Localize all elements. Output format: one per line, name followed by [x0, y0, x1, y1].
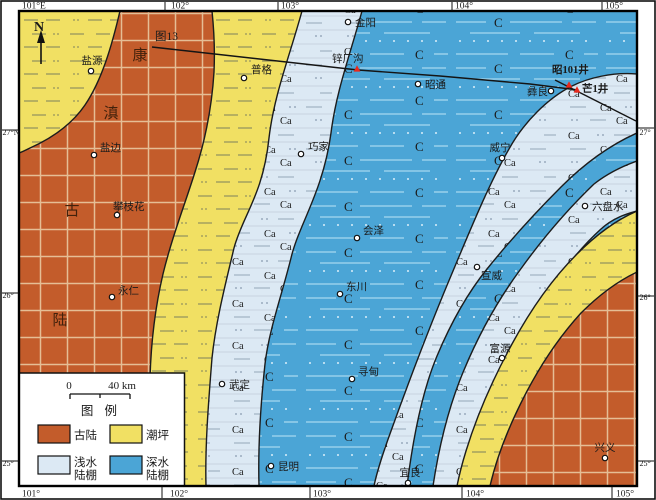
well-marker — [573, 86, 581, 93]
locality-label: 锌厂沟 — [332, 52, 364, 65]
city-marker — [353, 234, 361, 242]
city-label: 巧家 — [308, 140, 329, 153]
legend-label-deep-shelf-2: 陆棚 — [146, 468, 169, 482]
city-label: 金阳 — [355, 16, 376, 29]
latitude-label-right: 26° — [640, 293, 651, 302]
city-marker — [547, 87, 555, 95]
legend-label-shallow-shelf-2: 陆棚 — [74, 468, 97, 482]
latitude-label-right: 25° — [640, 459, 651, 468]
city-marker — [344, 18, 352, 26]
well-label: 芒1井 — [582, 82, 609, 95]
city-label: 兴义 — [595, 442, 616, 454]
city-marker — [297, 150, 305, 158]
city-marker — [581, 202, 589, 210]
city-label: 彝良 — [527, 85, 548, 98]
longitude-label-bottom: 103° — [313, 489, 331, 500]
city-label: 会泽 — [363, 224, 384, 237]
city-marker — [87, 67, 95, 75]
region-name-char: 古 — [64, 202, 79, 219]
north-label: N — [34, 20, 44, 35]
north-arrowhead — [37, 30, 45, 43]
region-ancient-land-southeast — [489, 271, 637, 486]
city-label: 武定 — [229, 378, 250, 391]
longitude-label-top: 105° — [605, 1, 623, 12]
legend-label-shallow-shelf-1: 浅水 — [74, 456, 97, 469]
latitude-label-left: 26° — [3, 291, 14, 300]
latitude-label-left: 27°N — [3, 128, 20, 137]
city-label: 富源 — [490, 342, 511, 355]
city-label: 攀枝花 — [113, 200, 145, 213]
longitude-label-top: 103° — [281, 1, 299, 12]
city-label: 盐边 — [100, 141, 121, 154]
city-marker — [336, 290, 344, 298]
city-label: 六盘水 — [592, 200, 624, 213]
city-marker — [498, 354, 506, 362]
region-name-char: 陆 — [52, 312, 67, 329]
city-marker — [414, 80, 422, 88]
longitude-label-bottom: 104° — [466, 489, 484, 500]
city-marker — [90, 151, 98, 159]
city-marker — [218, 380, 226, 388]
latitude-label-right: 27° — [640, 128, 651, 137]
legend-swatch-tidal-flat — [109, 424, 143, 444]
well-label: 昭101井 — [552, 63, 589, 76]
city-label: 威宁 — [490, 141, 511, 154]
city-label: 昆明 — [278, 461, 299, 473]
scalebar: 0 40 km — [66, 380, 136, 399]
longitude-label-bottom: 101° — [22, 489, 40, 500]
legend-label-deep-shelf-1: 深水 — [146, 455, 169, 469]
legend-label-tidal-flat: 潮坪 — [146, 428, 169, 442]
section-label: 图13 — [155, 30, 178, 43]
legend-swatch-deep-shelf — [109, 455, 143, 475]
city-label: 东川 — [346, 280, 367, 293]
longitude-label-bottom: 102° — [170, 489, 188, 500]
city-label: 宣威 — [481, 269, 502, 282]
scalebar-line — [69, 393, 131, 399]
longitude-label-top: 104° — [455, 1, 473, 12]
city-marker — [113, 211, 121, 219]
city-label: 宜良 — [400, 466, 421, 479]
legend-title: 图 例 — [81, 404, 121, 418]
legend: 0 40 km 图 例 古陆 潮坪 浅水 陆棚 深水 陆棚 — [19, 372, 186, 486]
city-label: 永仁 — [118, 284, 139, 297]
city-marker — [267, 462, 275, 470]
region-name-char: 康 — [132, 47, 147, 64]
well-marker — [565, 81, 573, 88]
city-label: 普格 — [251, 63, 272, 76]
city-marker — [498, 154, 506, 162]
longitude-label-top: 102° — [171, 1, 189, 12]
city-marker — [348, 375, 356, 383]
north-arrow: N — [34, 20, 45, 64]
legend-swatch-ancient-land — [37, 424, 71, 444]
city-label: 昭通 — [425, 79, 446, 91]
scalebar-start: 0 — [66, 380, 72, 392]
city-label: 盐源 — [82, 54, 103, 67]
localities-layer: 锌厂沟 — [332, 52, 364, 72]
legend-swatch-shallow-shelf — [37, 455, 71, 475]
city-marker — [240, 74, 248, 82]
city-marker — [473, 263, 481, 271]
city-marker — [601, 454, 609, 462]
locality-marker — [353, 65, 361, 72]
latitude-label-left: 25° — [3, 459, 14, 468]
scalebar-end: 40 km — [108, 380, 136, 392]
region-name-char: 滇 — [103, 105, 118, 122]
city-marker — [108, 293, 116, 301]
inner-border — [17, 9, 639, 488]
legend-label-ancient-land: 古陆 — [74, 428, 97, 442]
longitude-label-top: 101°E — [22, 1, 46, 12]
longitude-label-bottom: 105° — [616, 489, 634, 500]
city-label: 寻甸 — [358, 365, 379, 378]
